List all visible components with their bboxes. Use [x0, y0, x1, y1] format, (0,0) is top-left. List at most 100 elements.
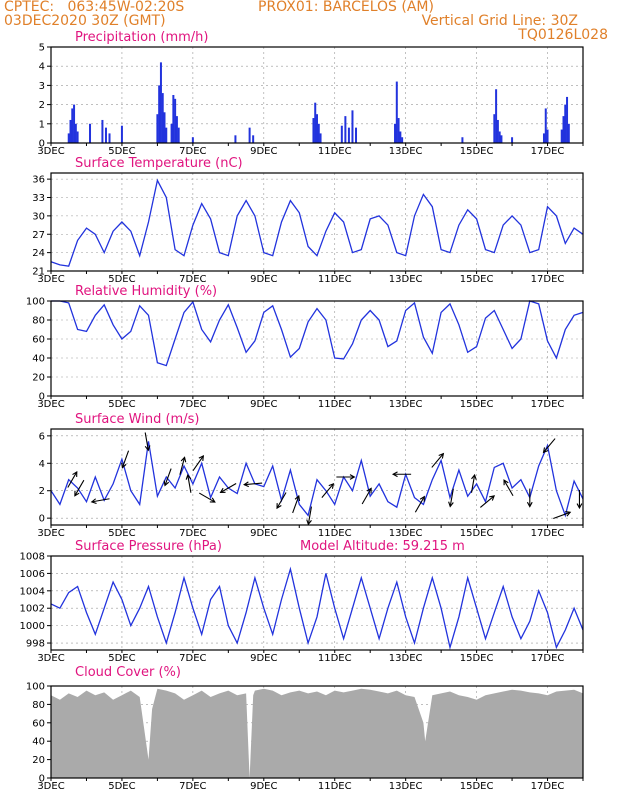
x-tick-label-precip: 11DEC	[318, 146, 352, 157]
x-tick-label-humidity: 11DEC	[318, 399, 352, 410]
wind-arrow-head	[419, 495, 425, 502]
header-run-date: 03DEC2020 30Z (GMT)	[4, 13, 166, 29]
wind-arrow-head	[438, 452, 445, 459]
y-tick-label-precip: 5	[39, 43, 45, 54]
precip-bar	[351, 110, 354, 143]
precip-bar	[158, 85, 161, 143]
wind-arrow-head	[72, 470, 78, 477]
precip-bar	[252, 135, 255, 143]
wind-arrow-shaft	[276, 492, 287, 509]
wind-arrow-head	[198, 454, 205, 461]
precip-bar	[560, 129, 563, 143]
panel-title-wind: Surface Wind (m/s)	[75, 412, 199, 427]
panel-cloud: Cloud Cover (%) 0 20 40 60 80 100 3DEC 5DEC 7DEC 9…	[26, 665, 584, 792]
wind-arrow-shaft	[192, 455, 204, 471]
precip-bar	[546, 129, 549, 143]
y-tick-label-precip: 0	[39, 139, 45, 150]
precip-bar	[317, 123, 320, 143]
series-line-pressure	[50, 566, 584, 650]
wind-arrow-shaft	[292, 495, 300, 514]
precip-bar	[316, 114, 318, 143]
y-tick-label-wind: 0	[39, 514, 45, 525]
wind-arrow-head	[90, 498, 97, 504]
x-tick-label-wind: 9DEC	[250, 528, 277, 539]
x-tick-label-humidity: 7DEC	[179, 399, 206, 410]
precip-bar	[340, 125, 343, 143]
precip-bar	[319, 133, 322, 143]
precip-bar	[177, 127, 180, 143]
wind-arrow-shaft	[431, 453, 444, 468]
precip-bar	[498, 131, 501, 143]
wind-arrow-head	[276, 503, 282, 510]
wind-arrow-shaft	[244, 482, 263, 486]
precip-bar	[69, 119, 72, 143]
cloud-cover-area	[51, 688, 583, 778]
x-tick-label-cloud: 5DEC	[108, 781, 135, 792]
x-tick-label-pressure: 5DEC	[108, 653, 135, 664]
y-tick-label-pressure: 1000	[20, 621, 45, 632]
x-tick-label-humidity: 3DEC	[37, 399, 64, 410]
series-line-wind	[50, 441, 584, 518]
wind-arrow-head	[503, 479, 509, 486]
precip-bar	[71, 108, 74, 143]
precip-bar	[397, 118, 400, 143]
wind-arrow-head	[366, 487, 372, 494]
y-tick-label-humidity: 100	[26, 297, 45, 308]
precip-bar	[511, 137, 514, 143]
precip-bar	[314, 102, 317, 143]
precip-bar	[493, 114, 496, 143]
series-line-humidity	[51, 300, 584, 367]
x-tick-label-humidity: 13DEC	[389, 399, 423, 410]
wind-arrow-shaft	[220, 482, 237, 493]
wind-arrow-shaft	[470, 474, 476, 493]
wind-arrow-shaft	[198, 492, 216, 503]
precip-bar	[495, 89, 498, 143]
x-tick-label-wind: 7DEC	[179, 528, 206, 539]
precip-bar	[161, 93, 164, 143]
wind-arrow-head	[306, 519, 312, 526]
y-tick-label-pressure: 998	[26, 639, 45, 650]
wind-arrow-head	[294, 494, 301, 501]
y-tick-label-pressure: 1008	[20, 552, 45, 563]
wind-arrow-head	[448, 501, 454, 508]
y-tick-label-cloud: 80	[32, 700, 45, 711]
y-tick-label-temperature: 21	[32, 267, 45, 278]
x-tick-label-cloud: 7DEC	[179, 781, 206, 792]
wind-arrow-shaft	[179, 457, 186, 475]
y-tick-label-cloud: 20	[32, 755, 45, 766]
wind-arrow-shaft	[321, 483, 334, 498]
y-tick-label-pressure: 1004	[20, 586, 45, 597]
x-tick-label-temperature: 15DEC	[460, 274, 494, 285]
x-tick-label-temperature: 9DEC	[250, 274, 277, 285]
y-tick-label-humidity: 0	[39, 392, 45, 403]
y-tick-label-temperature: 36	[32, 175, 45, 186]
wind-arrow-shaft	[67, 471, 78, 488]
precip-bar	[394, 123, 397, 143]
precip-bar	[248, 127, 251, 143]
x-tick-label-pressure: 15DEC	[460, 653, 494, 664]
x-tick-label-pressure: 17DEC	[531, 653, 565, 664]
precip-bar	[76, 131, 79, 143]
y-tick-label-precip: 4	[39, 62, 45, 73]
x-tick-label-precip: 7DEC	[179, 146, 206, 157]
x-tick-label-cloud: 17DEC	[531, 781, 565, 792]
x-tick-label-pressure: 7DEC	[179, 653, 206, 664]
wind-arrow-head	[526, 501, 533, 508]
wind-arrow-shaft	[361, 488, 372, 505]
panel-frame-precip	[50, 46, 584, 144]
y-tick-label-pressure: 1006	[20, 569, 45, 580]
wind-arrow-shaft	[553, 511, 571, 519]
x-tick-label-temperature: 13DEC	[389, 274, 423, 285]
y-tick-label-pressure: 1002	[20, 604, 45, 615]
precip-bar	[344, 116, 347, 143]
wind-arrow-shaft	[187, 474, 192, 493]
precip-bar	[175, 116, 178, 143]
x-tick-label-pressure: 9DEC	[250, 653, 277, 664]
y-tick-label-humidity: 80	[32, 316, 45, 327]
wind-arrow-head	[391, 471, 398, 478]
wind-arrow-head	[219, 487, 226, 494]
precip-bar	[191, 137, 194, 143]
x-tick-label-precip: 9DEC	[250, 146, 277, 157]
precip-bar	[172, 95, 175, 143]
